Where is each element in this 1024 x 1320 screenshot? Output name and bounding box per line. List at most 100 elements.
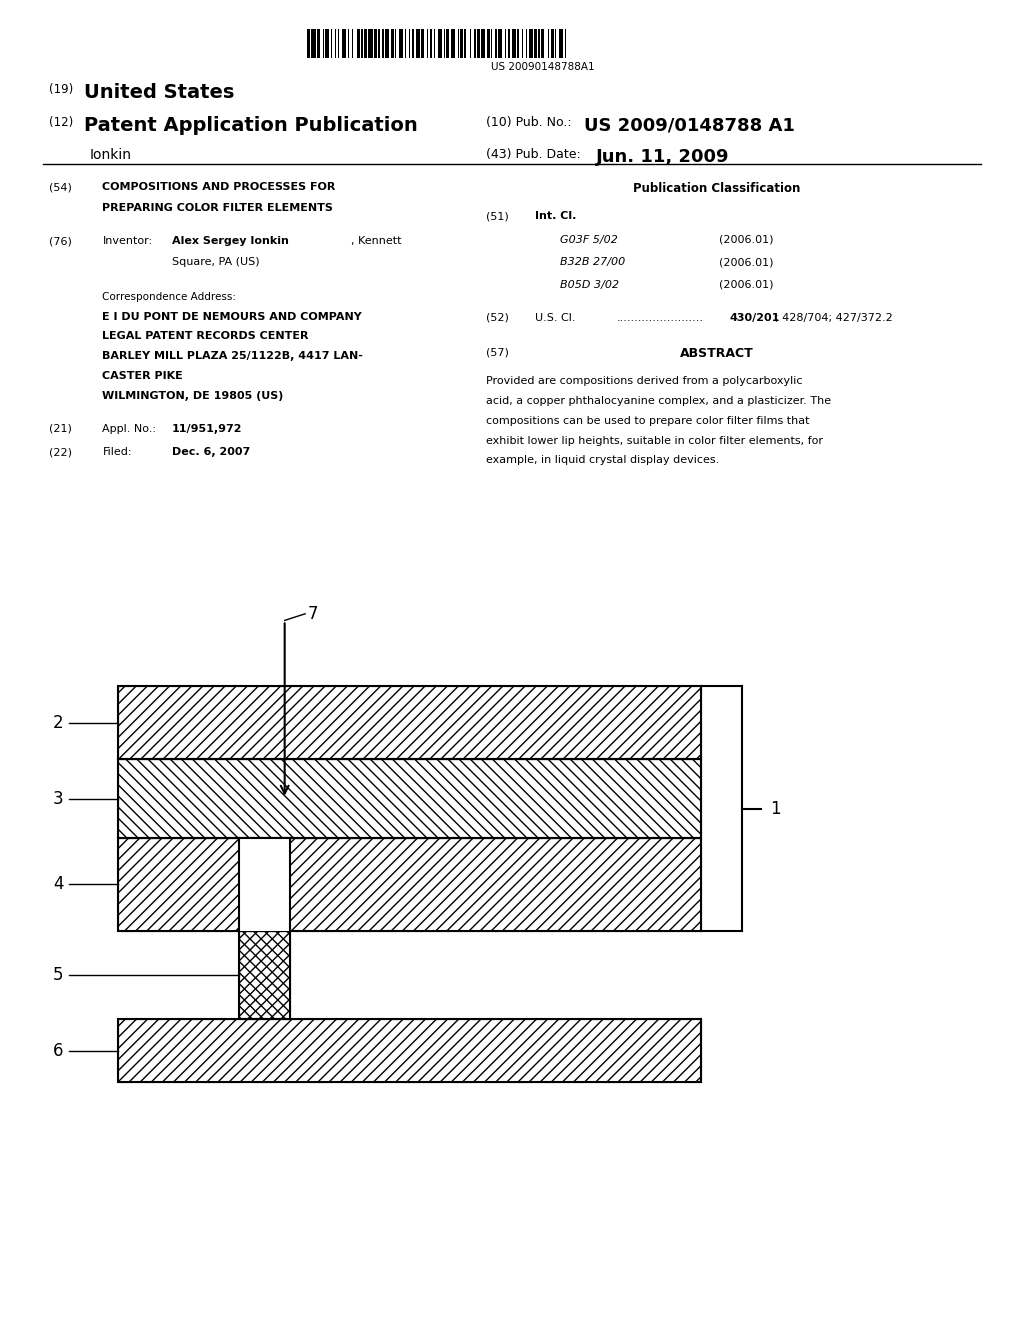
Bar: [555, 29, 556, 58]
Bar: [311, 29, 315, 58]
Text: Ionkin: Ionkin: [90, 148, 132, 162]
Bar: [118, 838, 701, 931]
Bar: [438, 29, 442, 58]
Text: ........................: ........................: [616, 313, 703, 323]
Text: (51): (51): [486, 211, 509, 222]
Bar: [430, 29, 432, 58]
Text: (76): (76): [49, 236, 72, 247]
Bar: [351, 29, 353, 58]
Bar: [118, 759, 701, 838]
Text: exhibit lower lip heights, suitable in color filter elements, for: exhibit lower lip heights, suitable in c…: [486, 436, 823, 446]
Bar: [331, 29, 332, 58]
Bar: [559, 29, 563, 58]
Bar: [416, 29, 420, 58]
Bar: [391, 29, 393, 58]
Text: Correspondence Address:: Correspondence Address:: [102, 292, 237, 302]
Bar: [118, 1019, 701, 1082]
Bar: [239, 931, 290, 1019]
Text: 7: 7: [307, 605, 317, 623]
Bar: [395, 29, 396, 58]
Bar: [338, 29, 339, 58]
Text: BARLEY MILL PLAZA 25/1122B, 4417 LAN-: BARLEY MILL PLAZA 25/1122B, 4417 LAN-: [102, 351, 364, 362]
Text: Alex Sergey Ionkin: Alex Sergey Ionkin: [172, 236, 289, 247]
Bar: [443, 29, 445, 58]
Text: US 20090148788A1: US 20090148788A1: [490, 62, 595, 73]
Bar: [486, 29, 489, 58]
Bar: [551, 29, 554, 58]
Text: (19): (19): [49, 83, 74, 96]
Bar: [335, 29, 337, 58]
Bar: [535, 29, 537, 58]
Bar: [326, 29, 330, 58]
Bar: [365, 29, 367, 58]
Bar: [474, 29, 475, 58]
Bar: [369, 29, 373, 58]
Bar: [564, 29, 566, 58]
Bar: [496, 29, 497, 58]
Bar: [481, 29, 485, 58]
Text: Publication Classification: Publication Classification: [633, 182, 801, 195]
Text: G03F 5/02: G03F 5/02: [560, 235, 618, 246]
Bar: [528, 29, 532, 58]
Bar: [421, 29, 424, 58]
Text: WILMINGTON, DE 19805 (US): WILMINGTON, DE 19805 (US): [102, 391, 284, 401]
Text: Int. Cl.: Int. Cl.: [535, 211, 575, 222]
Text: (21): (21): [49, 424, 72, 434]
Bar: [409, 29, 411, 58]
Text: Appl. No.:: Appl. No.:: [102, 424, 157, 434]
Bar: [490, 29, 493, 58]
Bar: [357, 29, 360, 58]
Text: Filed:: Filed:: [102, 447, 132, 458]
Bar: [347, 29, 349, 58]
Text: LEGAL PATENT RECORDS CENTER: LEGAL PATENT RECORDS CENTER: [102, 331, 309, 342]
Text: (12): (12): [49, 116, 74, 129]
Text: (10) Pub. No.:: (10) Pub. No.:: [486, 116, 572, 129]
Text: 11/951,972: 11/951,972: [172, 424, 243, 434]
Bar: [505, 29, 506, 58]
Bar: [378, 29, 380, 58]
Bar: [317, 29, 319, 58]
Bar: [512, 29, 516, 58]
Bar: [498, 29, 502, 58]
Bar: [541, 29, 544, 58]
Bar: [118, 838, 701, 931]
Text: (54): (54): [49, 182, 72, 193]
Bar: [521, 29, 523, 58]
Text: Patent Application Publication: Patent Application Publication: [84, 116, 418, 135]
Text: (57): (57): [486, 347, 509, 358]
Text: Provided are compositions derived from a polycarboxylic: Provided are compositions derived from a…: [486, 376, 803, 387]
Text: 4: 4: [53, 875, 63, 894]
Bar: [342, 29, 346, 58]
Bar: [323, 29, 324, 58]
Bar: [118, 686, 701, 759]
Bar: [374, 29, 377, 58]
Text: B05D 3/02: B05D 3/02: [560, 280, 620, 290]
Text: United States: United States: [84, 83, 234, 102]
Text: ABSTRACT: ABSTRACT: [680, 347, 754, 360]
Text: Inventor:: Inventor:: [102, 236, 153, 247]
Bar: [458, 29, 459, 58]
Bar: [382, 29, 384, 58]
Bar: [118, 759, 701, 838]
Text: (22): (22): [49, 447, 72, 458]
Text: US 2009/0148788 A1: US 2009/0148788 A1: [584, 116, 795, 135]
Bar: [548, 29, 550, 58]
Bar: [525, 29, 527, 58]
Text: B32B 27/00: B32B 27/00: [560, 257, 626, 268]
Bar: [412, 29, 415, 58]
Text: 3: 3: [53, 789, 63, 808]
Bar: [451, 29, 455, 58]
Bar: [461, 29, 463, 58]
Bar: [446, 29, 450, 58]
Bar: [508, 29, 510, 58]
Bar: [470, 29, 471, 58]
Bar: [399, 29, 403, 58]
Text: 430/201: 430/201: [729, 313, 779, 323]
Text: E I DU PONT DE NEMOURS AND COMPANY: E I DU PONT DE NEMOURS AND COMPANY: [102, 312, 362, 322]
Text: (2006.01): (2006.01): [719, 257, 773, 268]
Text: PREPARING COLOR FILTER ELEMENTS: PREPARING COLOR FILTER ELEMENTS: [102, 203, 333, 214]
Bar: [239, 838, 290, 931]
Bar: [361, 29, 362, 58]
Text: 5: 5: [53, 966, 63, 983]
Text: acid, a copper phthalocyanine complex, and a plasticizer. The: acid, a copper phthalocyanine complex, a…: [486, 396, 831, 407]
